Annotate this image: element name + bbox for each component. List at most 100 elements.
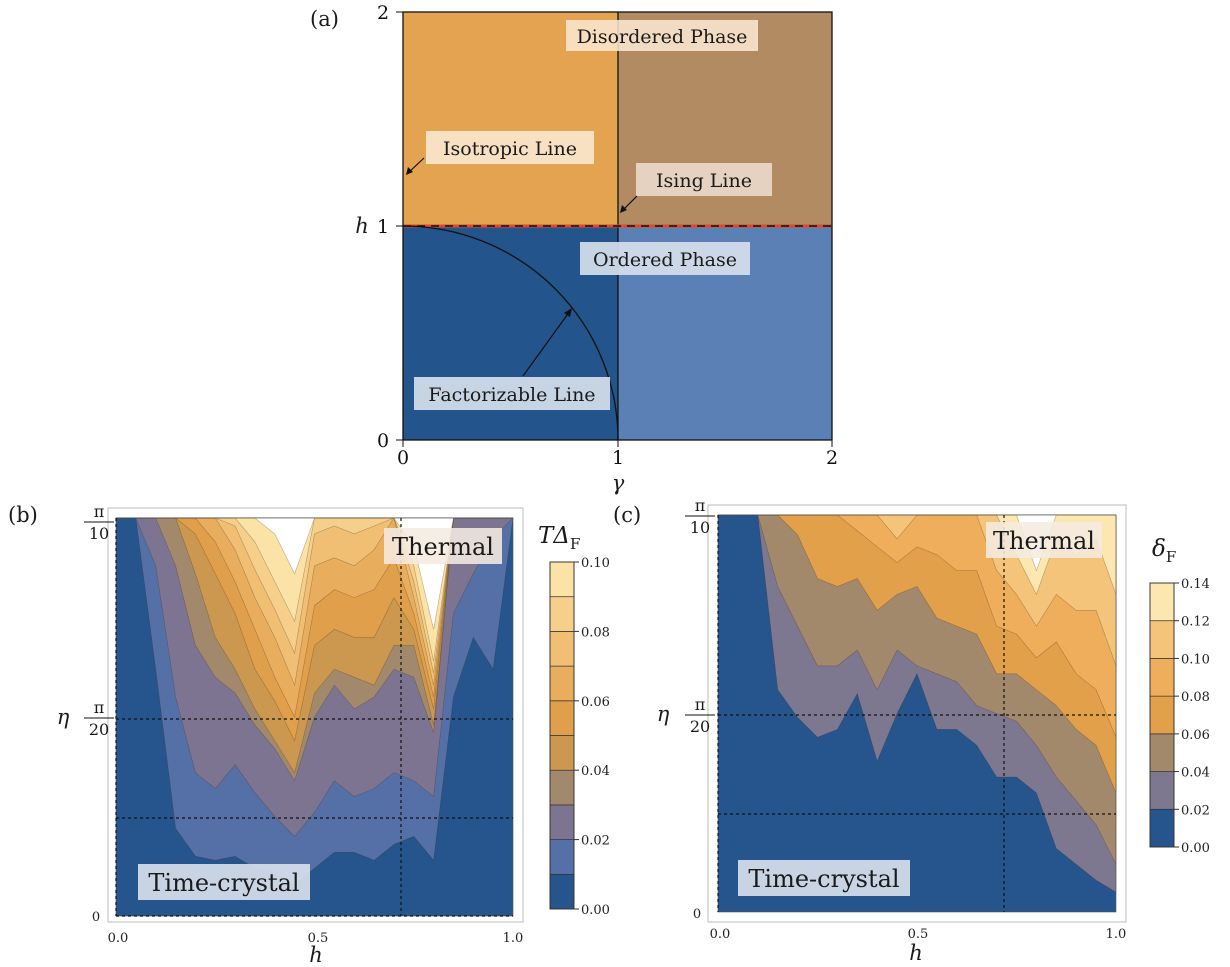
c-cbar-tick-label-0: 0.00 <box>1181 841 1210 856</box>
b-ylabel: η <box>57 705 70 729</box>
c-ytick-top-den: 10 <box>690 518 710 537</box>
panel-a: (a) 2 1 0 0 1 2 h γ Disordered Phase Iso… <box>310 2 838 495</box>
c-cbar-tick-label-5: 0.10 <box>1181 652 1210 667</box>
arrow-isotropic-head <box>406 167 413 175</box>
colorbar-c: 0.00 0.02 0.04 0.06 0.08 0.10 0.12 0.14 <box>1149 577 1210 856</box>
arrow-factorizable <box>522 310 571 377</box>
b-xtick-2: 1.0 <box>503 931 524 946</box>
c-cbar-title-sub: F <box>1166 548 1176 566</box>
b-cbar-frame <box>549 561 575 910</box>
b-cbar-title-main: TΔ <box>538 523 570 549</box>
label-disordered: Disordered Phase <box>577 26 748 48</box>
c-ytick-mid-den: 20 <box>690 717 710 736</box>
label-factorizable: Factorizable Line <box>428 384 595 406</box>
b-cbar-swatch-7 <box>549 631 575 667</box>
b-xlabel: h <box>309 943 323 967</box>
b-ytick-top-den: 10 <box>89 524 109 543</box>
b-ytick-zero: 0 <box>92 910 100 925</box>
b-tc-box <box>138 864 310 900</box>
label-box-factorizable <box>414 377 610 410</box>
b-cbar-tick-label-2: 0.04 <box>581 764 610 779</box>
c-cbar-swatch-6 <box>1149 582 1175 622</box>
b-cbar-swatch-4 <box>549 735 575 771</box>
b-cbar-swatch-5 <box>549 700 575 736</box>
c-xtick-2: 1.0 <box>1106 927 1127 942</box>
c-ytick-mid-num: π <box>695 695 706 714</box>
panel-b: (b) Thermal Time-crystal π 10 π 20 η 0 0… <box>8 502 610 967</box>
b-ytick-mid-den: 20 <box>89 720 109 739</box>
panel-c-outer-frame <box>707 504 1127 923</box>
panel-c-label: (c) <box>613 503 641 527</box>
label-box-ising <box>636 163 772 196</box>
label-box-isotropic <box>426 131 594 164</box>
label-isotropic: Isotropic Line <box>443 138 577 160</box>
a-xtick-1: 1 <box>612 447 624 469</box>
panel-a-label: (a) <box>310 7 339 31</box>
b-cbar-tick-label-1: 0.02 <box>581 834 610 849</box>
b-ytick-top-num: π <box>94 502 105 521</box>
b-cbar-swatch-9 <box>549 561 575 598</box>
c-cbar-tick-label-6: 0.12 <box>1181 615 1210 630</box>
c-cbar-tick-label-3: 0.06 <box>1181 728 1210 743</box>
b-xtick-1: 0.5 <box>308 931 329 946</box>
c-cbar-swatch-4 <box>1149 658 1175 697</box>
b-cbar-swatch-2 <box>549 804 575 840</box>
b-cbar-swatch-3 <box>549 769 575 806</box>
c-tc-box <box>738 860 910 896</box>
label-box-disordered <box>566 20 758 51</box>
a-xtick-0: 0 <box>397 447 409 469</box>
b-cbar-title-sub: F <box>570 535 580 553</box>
arrow-ising-head <box>620 205 627 213</box>
b-cbar-swatch-1 <box>549 839 575 875</box>
c-ylabel: η <box>657 702 670 726</box>
b-ytick-mid-num: π <box>94 698 105 717</box>
c-cbar-swatch-5 <box>1149 620 1175 659</box>
c-cbar-swatch-1 <box>1149 771 1175 810</box>
c-cbar-tick-label-7: 0.14 <box>1181 577 1210 592</box>
c-ytick-zero: 0 <box>693 907 701 922</box>
c-cbar-swatch-3 <box>1149 695 1175 735</box>
a-ytick-2: 2 <box>377 2 389 24</box>
c-cbar-title: δF <box>1152 536 1176 566</box>
b-cbar-swatch-6 <box>549 665 575 702</box>
c-tc-label: Time-crystal <box>748 865 899 893</box>
b-cbar-tick-label-5: 0.10 <box>581 556 610 571</box>
b-cbar-tick-label-4: 0.08 <box>581 625 610 640</box>
arrow-factorizable-head <box>564 308 572 317</box>
c-cbar-tick-label-2: 0.04 <box>1181 766 1210 781</box>
b-cbar-tick-label-0: 0.00 <box>581 903 610 918</box>
c-cbar-swatch-0 <box>1149 808 1175 848</box>
label-ising: Ising Line <box>656 170 752 192</box>
panel-b-outer-frame <box>107 507 524 923</box>
b-xtick-0: 0.0 <box>108 931 129 946</box>
a-xlabel: γ <box>612 471 625 495</box>
c-cbar-tick-label-4: 0.08 <box>1181 690 1210 705</box>
panel-c: (c) Thermal Time-crystal π 10 π 20 η 0 0… <box>613 496 1210 965</box>
heatmap-c <box>717 514 1117 913</box>
c-cbar-swatch-2 <box>1149 733 1175 772</box>
label-box-ordered <box>580 242 750 275</box>
b-cbar-title: TΔF <box>538 523 580 553</box>
b-thermal-label: Thermal <box>392 533 494 561</box>
label-ordered: Ordered Phase <box>593 249 737 271</box>
b-tc-label: Time-crystal <box>148 869 299 897</box>
a-ytick-0: 0 <box>377 430 389 452</box>
c-xtick-1: 0.5 <box>908 927 929 942</box>
c-thermal-label: Thermal <box>993 527 1095 555</box>
panel-b-label: (b) <box>8 503 38 527</box>
a-ylabel: h <box>355 214 369 238</box>
c-cbar-tick-label-1: 0.02 <box>1181 803 1210 818</box>
c-thermal-box <box>986 522 1102 558</box>
a-ytick-1: 1 <box>377 216 389 238</box>
c-xlabel: h <box>909 941 923 965</box>
b-cbar-tick-label-3: 0.06 <box>581 695 610 710</box>
colorbar-b: 0.00 0.02 0.04 0.06 0.08 0.10 <box>549 556 610 918</box>
b-cbar-swatch-8 <box>549 596 575 632</box>
b-thermal-box <box>384 528 502 564</box>
c-cbar-frame <box>1149 582 1175 848</box>
c-xtick-0: 0.0 <box>710 927 731 942</box>
factorizable-arc <box>402 225 619 441</box>
heatmap-b <box>115 517 514 917</box>
c-ytick-top-num: π <box>695 496 706 515</box>
